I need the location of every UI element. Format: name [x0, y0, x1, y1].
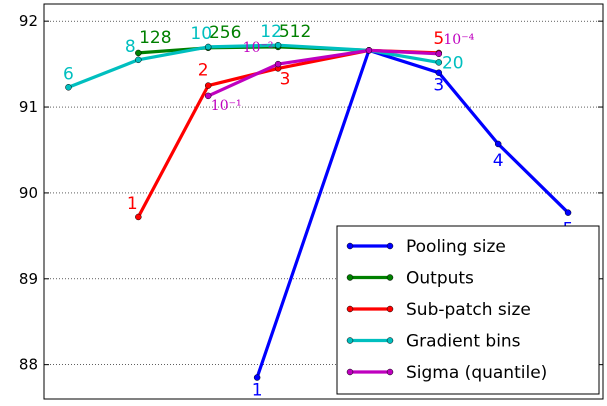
data-point [365, 47, 373, 54]
legend-marker [386, 242, 394, 250]
data-point [204, 92, 212, 100]
y-tick-label: 90 [19, 184, 38, 202]
legend-label: Sub-patch size [406, 300, 531, 320]
data-label: 256 [209, 23, 241, 43]
data-label: 10⁻⁴ [443, 32, 474, 48]
series-5 [204, 47, 443, 100]
legend-marker [346, 368, 354, 376]
legend-item: Sigma (quantile) [346, 363, 547, 383]
legend-marker [386, 337, 394, 344]
y-tick-label: 91 [19, 98, 38, 116]
data-point [253, 374, 261, 381]
legend-marker [346, 305, 354, 313]
legend-item: Outputs [346, 269, 474, 289]
legend-label: Pooling size [406, 237, 506, 257]
data-label: 12 [260, 22, 282, 42]
data-point [494, 140, 502, 148]
series-layer [65, 41, 572, 381]
y-tick-label: 89 [19, 270, 38, 288]
legend-label: Sigma (quantile) [406, 363, 547, 383]
data-point [65, 84, 72, 91]
data-label: 2 [198, 61, 209, 81]
data-label: 3 [280, 69, 291, 89]
data-point [435, 50, 443, 58]
data-label: 128 [139, 28, 171, 48]
data-point [135, 213, 142, 221]
legend-marker [386, 368, 394, 376]
legend-marker [346, 274, 354, 281]
data-label: 1 [252, 381, 263, 401]
data-label: 8 [125, 37, 136, 57]
data-label: 10⁻² [243, 40, 274, 56]
series-1 [253, 47, 572, 381]
data-point [204, 82, 212, 89]
legend-marker [386, 305, 394, 313]
data-point [274, 41, 282, 49]
data-label: 20 [442, 53, 464, 73]
data-point [135, 56, 142, 64]
legend-marker [346, 337, 354, 344]
legend-marker [346, 242, 354, 250]
data-label: 3 [433, 76, 444, 96]
point-labels: 134512825651212356810122010⁻¹10⁻²10⁻⁴ [63, 22, 573, 401]
data-label: 10⁻¹ [211, 98, 242, 114]
data-point [135, 49, 142, 57]
legend-marker [386, 274, 394, 281]
legend-item: Sub-patch size [346, 300, 531, 320]
data-point [435, 59, 443, 66]
data-label: 5 [433, 29, 444, 49]
y-tick-label: 92 [19, 12, 38, 30]
legend-item: Pooling size [346, 237, 506, 257]
data-point [564, 209, 572, 216]
y-axis: 88 89 90 91 92 [19, 12, 603, 374]
legend: Pooling size Outputs Sub-patch size Gradien… [336, 225, 600, 395]
legend-label: Outputs [406, 269, 474, 289]
data-label: 1 [127, 194, 138, 214]
data-label: 10 [190, 24, 212, 44]
data-point [274, 60, 282, 68]
y-tick-label: 88 [19, 356, 38, 374]
data-point [204, 43, 212, 51]
data-label: 4 [493, 151, 504, 171]
data-point [435, 69, 443, 76]
data-label: 512 [279, 22, 311, 42]
legend-label: Gradient bins [406, 332, 521, 352]
data-label: 6 [63, 64, 74, 84]
legend-item: Gradient bins [346, 332, 521, 352]
series-line [207, 48, 439, 98]
